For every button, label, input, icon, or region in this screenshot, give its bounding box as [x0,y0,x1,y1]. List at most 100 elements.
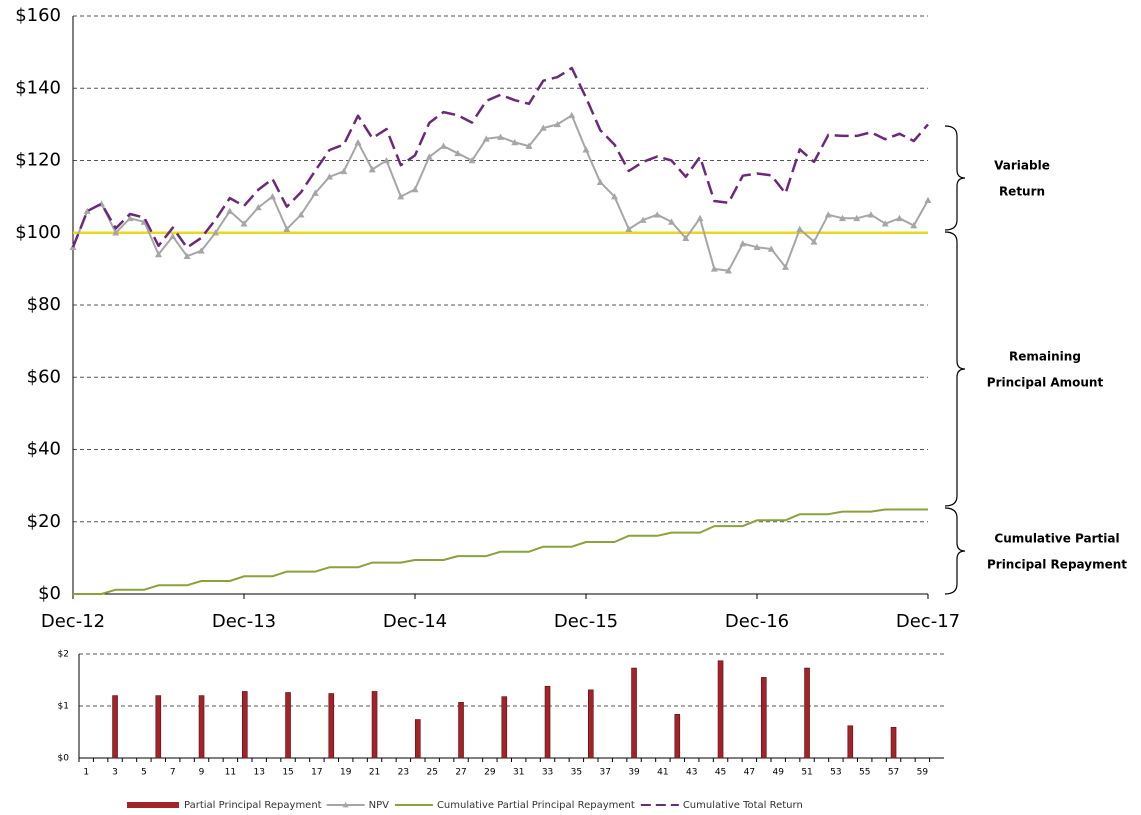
x-tick-label: Dec-13 [212,611,276,632]
x-tick-label: 59 [917,768,929,778]
point-marker [197,247,205,254]
point-marker [440,142,447,149]
bar [501,696,508,759]
legend-label: Partial Principal Repayment [184,800,322,811]
x-tick-label: 49 [772,768,784,778]
point-marker [896,214,903,222]
point-marker [767,245,775,252]
bar [155,695,162,759]
x-tick-label: 57 [888,768,899,778]
y-tick-label: $100 [15,222,61,243]
y-tick-label: $1 [58,702,69,712]
x-tick-label: 39 [628,768,640,778]
x-tick-label: 47 [744,768,755,778]
brace [944,507,966,595]
point-marker [126,214,134,222]
x-tick-label: 53 [830,768,841,778]
bar [198,695,205,759]
bar [587,689,594,759]
legend-label: NPV [369,800,390,811]
point-marker [725,267,732,274]
point-marker [810,238,818,245]
point-marker [297,211,305,218]
point-marker [596,178,604,185]
x-tick-label: Dec-17 [896,611,960,632]
x-tick-label: 31 [513,768,524,778]
x-tick-label: 9 [199,768,205,778]
point-marker [183,252,191,260]
bar [112,695,118,759]
x-tick-label: 43 [686,768,697,778]
point-marker [283,225,291,232]
bar [414,719,421,759]
x-tick-label: 1 [83,768,89,778]
point-marker [482,135,490,142]
point-marker [383,157,390,164]
x-tick-label: 35 [571,768,582,778]
point-marker [326,173,333,180]
annotation: Cumulative Partial [994,532,1119,546]
point-marker [568,111,576,119]
x-tick-label: 51 [801,768,812,778]
x-tick-label: 3 [112,768,118,778]
bar [804,667,810,759]
point-marker [625,225,633,232]
point-marker [311,189,319,196]
legend-marker [342,802,349,808]
x-tick-label: Dec-14 [383,611,447,632]
point-marker [425,153,433,160]
point-marker [155,250,162,258]
y-tick-label: $160 [15,5,61,26]
legend-swatch [127,802,179,808]
point-marker [269,193,276,200]
bar [371,691,378,759]
annotation: Variable [994,159,1050,173]
y-tick-label: $40 [27,439,61,460]
x-tick-label: 45 [715,768,726,778]
point-marker [468,157,476,164]
point-marker [668,218,675,225]
point-marker [611,193,618,200]
point-marker [454,149,462,157]
point-marker [796,225,804,232]
brace [944,231,966,507]
x-tick-label: 29 [484,768,496,778]
bar [241,691,248,759]
legend-label: Cumulative Total Return [683,800,803,811]
bar [631,667,637,759]
y-tick-label: $2 [58,650,69,660]
point-marker [169,232,177,240]
x-tick-label: 7 [170,768,176,778]
point-marker [368,166,376,173]
point-marker [240,220,248,227]
point-marker [354,138,362,146]
annotation: Principal Repayment [987,558,1127,572]
x-tick-label: 37 [599,768,610,778]
point-marker [853,214,861,222]
point-marker [653,211,661,218]
x-tick-label: 23 [398,768,409,778]
point-marker [867,211,875,218]
point-marker [639,216,647,223]
point-marker [554,120,561,128]
point-marker [525,142,533,149]
annotation: Return [999,185,1045,199]
y-tick-label: $0 [58,754,70,764]
x-tick-label: 15 [282,768,293,778]
point-marker [539,124,547,131]
x-tick-label: 33 [542,768,553,778]
point-marker [924,196,932,204]
point-marker [582,146,590,153]
y-tick-label: $60 [27,366,61,387]
point-marker [112,229,120,236]
point-marker [497,133,504,140]
x-tick-label: 41 [657,768,668,778]
brace [944,125,966,231]
point-marker [696,214,704,222]
bar [544,685,551,759]
point-marker [212,229,219,236]
point-marker [839,214,846,222]
point-marker [83,207,91,214]
series-line [71,66,929,249]
